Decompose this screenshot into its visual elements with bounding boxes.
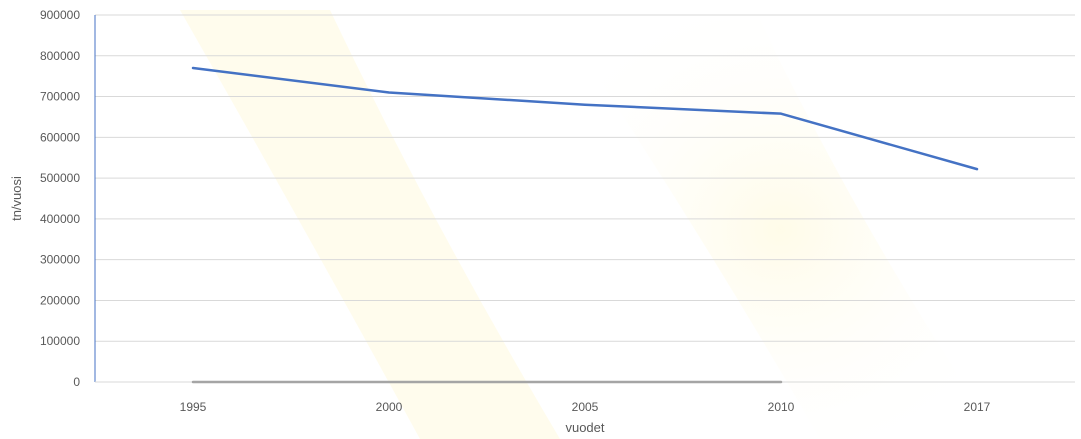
y-tick-label: 200000 (40, 293, 80, 307)
y-tick-label: 300000 (40, 253, 80, 267)
background-decoration (180, 10, 1000, 439)
x-tick-label: 2005 (572, 400, 599, 414)
y-tick-label: 500000 (40, 171, 80, 185)
gridlines (95, 14, 1075, 342)
y-tick-label: 0 (73, 375, 80, 389)
x-tick-label: 2000 (376, 400, 403, 414)
series-layer (191, 66, 979, 384)
y-tick-label: 900000 (40, 8, 80, 22)
y-axis-tick-labels: 0 100000 200000 300000 400000 500000 600000 700… (40, 8, 80, 389)
y-tick-label: 400000 (40, 212, 80, 226)
x-axis-tick-labels: 1995 2000 2005 2010 2017 (180, 400, 991, 414)
y-tick-label: 600000 (40, 130, 80, 144)
x-tick-label: 2010 (768, 400, 795, 414)
x-tick-label: 1995 (180, 400, 207, 414)
y-tick-label: 800000 (40, 49, 80, 63)
x-tick-label: 2017 (964, 400, 991, 414)
y-tick-label: 700000 (40, 90, 80, 104)
y-tick-label: 100000 (40, 334, 80, 348)
y-axis-title: tn/vuosi (9, 176, 24, 221)
series-line-1 (191, 66, 979, 171)
x-axis-title: vuodet (565, 420, 604, 435)
